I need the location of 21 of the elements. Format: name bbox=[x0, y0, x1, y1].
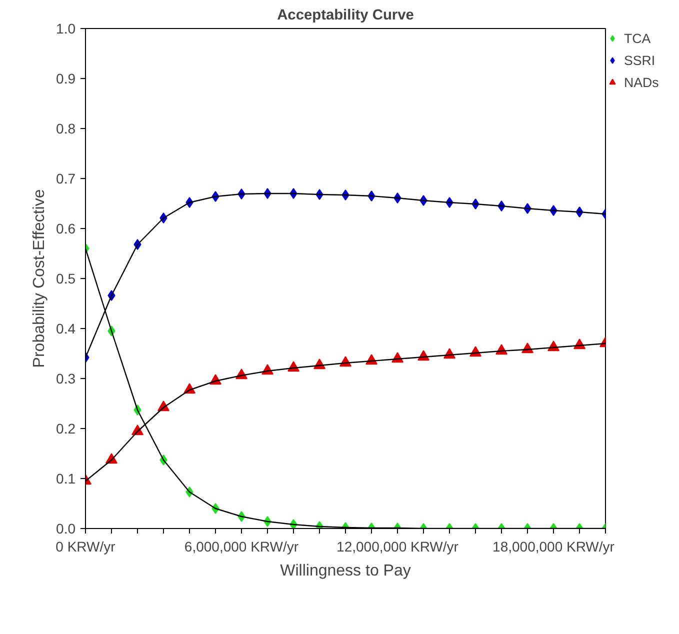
legend-label: NADs bbox=[624, 74, 659, 90]
y-tick-label: 0.9 bbox=[56, 70, 76, 86]
legend-label: TCA bbox=[624, 30, 651, 46]
chart-title: Acceptability Curve bbox=[277, 8, 414, 24]
y-tick-label: 0.7 bbox=[56, 170, 76, 186]
y-tick-label: 0.3 bbox=[56, 370, 76, 386]
y-axis-title: Probability Cost-Effective bbox=[31, 189, 48, 368]
y-tick-label: 0.5 bbox=[56, 270, 76, 286]
y-tick-label: 0.8 bbox=[56, 120, 76, 136]
x-tick-label: 12,000,000 KRW/yr bbox=[336, 538, 459, 554]
legend-label: SSRI bbox=[624, 52, 656, 68]
x-tick-label: 0 KRW/yr bbox=[56, 538, 116, 554]
y-tick-label: 0.0 bbox=[56, 520, 76, 536]
y-tick-label: 1.0 bbox=[56, 20, 76, 36]
x-tick-label: 18,000,000 KRW/yr bbox=[492, 538, 615, 554]
y-tick-label: 0.6 bbox=[56, 220, 76, 236]
y-tick-label: 0.2 bbox=[56, 420, 76, 436]
y-tick-label: 0.1 bbox=[56, 470, 76, 486]
y-tick-label: 0.4 bbox=[56, 320, 76, 336]
x-axis-title: Willingness to Pay bbox=[280, 562, 411, 580]
x-tick-label: 6,000,000 KRW/yr bbox=[184, 538, 299, 554]
